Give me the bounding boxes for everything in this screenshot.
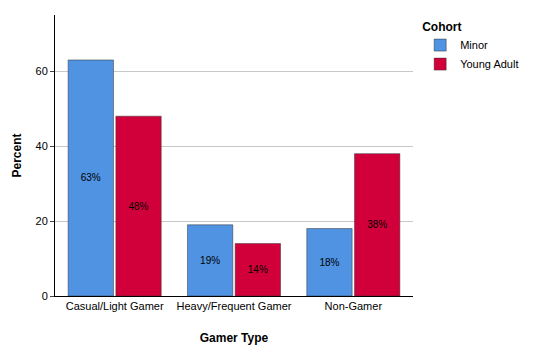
svg-text:Non-Gamer: Non-Gamer — [325, 300, 383, 312]
svg-text:Casual/Light Gamer: Casual/Light Gamer — [66, 300, 164, 312]
svg-text:Percent: Percent — [10, 133, 24, 177]
svg-text:48%: 48% — [128, 201, 148, 212]
svg-text:14%: 14% — [248, 264, 268, 275]
svg-text:40: 40 — [36, 140, 48, 152]
svg-text:20: 20 — [36, 215, 48, 227]
svg-text:63%: 63% — [81, 172, 101, 183]
svg-text:Heavy/Frequent Gamer: Heavy/Frequent Gamer — [177, 300, 292, 312]
svg-text:60: 60 — [36, 65, 48, 77]
svg-text:0: 0 — [42, 290, 48, 302]
svg-text:Minor: Minor — [460, 39, 488, 51]
svg-text:38%: 38% — [367, 219, 387, 230]
svg-text:Gamer Type: Gamer Type — [200, 331, 269, 345]
svg-text:Cohort: Cohort — [422, 20, 461, 34]
svg-text:Young Adult: Young Adult — [460, 58, 518, 70]
svg-text:19%: 19% — [200, 255, 220, 266]
svg-text:18%: 18% — [319, 257, 339, 268]
